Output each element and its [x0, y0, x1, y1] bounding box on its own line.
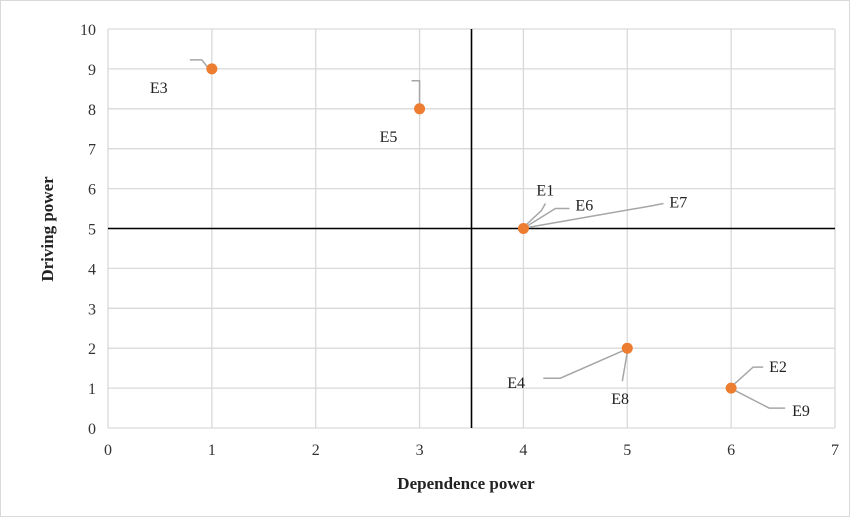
tick-labels: 0 1 2 3 4 5 6 7 0 1 2 3 4 5 6 7 8 9 10 — [80, 22, 839, 459]
x-tick-label: 1 — [208, 442, 216, 459]
data-point — [414, 103, 426, 115]
point-label-e5: E5 — [380, 129, 398, 146]
y-tick-label: 8 — [88, 102, 96, 119]
point-label-e7: E7 — [669, 195, 687, 212]
y-tick-label: 10 — [80, 22, 96, 39]
point-label-e1: E1 — [536, 183, 554, 200]
leader-line-e5 — [411, 80, 421, 106]
leader-line-e1 — [524, 203, 547, 227]
leader-line-e6 — [526, 207, 570, 228]
y-tick-label: 2 — [88, 341, 96, 358]
y-tick-label: 4 — [88, 261, 96, 278]
leader-line-e9 — [733, 389, 786, 409]
data-point — [621, 342, 633, 354]
y-tick-label: 0 — [88, 421, 96, 438]
data-points — [206, 63, 737, 394]
point-labels: E3 E5 E1 E6 E7 E4 E8 E2 E9 — [150, 80, 810, 420]
y-tick-label: 3 — [88, 301, 96, 318]
leader-line-e2 — [732, 366, 764, 386]
y-tick-label: 6 — [88, 182, 96, 199]
y-tick-label: 7 — [88, 142, 96, 159]
data-point — [206, 63, 218, 75]
data-point — [725, 382, 737, 394]
leader-lines — [189, 59, 786, 409]
y-axis-title: Driving power — [38, 176, 57, 282]
x-axis-title: Dependence power — [397, 474, 535, 493]
point-label-e2: E2 — [769, 359, 787, 376]
x-tick-label: 0 — [104, 442, 112, 459]
leader-line-e3 — [189, 59, 210, 70]
x-tick-label: 2 — [312, 442, 320, 459]
x-tick-label: 7 — [831, 442, 839, 459]
x-tick-label: 6 — [727, 442, 735, 459]
point-label-e4: E4 — [507, 375, 525, 392]
point-label-e6: E6 — [575, 198, 593, 215]
y-tick-label: 1 — [88, 381, 96, 398]
leader-line-e8 — [621, 352, 629, 382]
data-point — [517, 223, 529, 234]
leader-line-e4 — [543, 349, 625, 379]
y-tick-label: 5 — [88, 222, 96, 239]
x-tick-label: 4 — [519, 442, 527, 459]
y-tick-label: 9 — [88, 62, 96, 79]
leader-line-e7 — [527, 202, 664, 229]
quadrant-dividers — [108, 29, 835, 428]
point-label-e3: E3 — [150, 80, 168, 97]
point-label-e8: E8 — [611, 391, 629, 408]
x-tick-label: 3 — [416, 442, 424, 459]
x-tick-label: 5 — [623, 442, 631, 459]
point-label-e9: E9 — [792, 403, 810, 420]
